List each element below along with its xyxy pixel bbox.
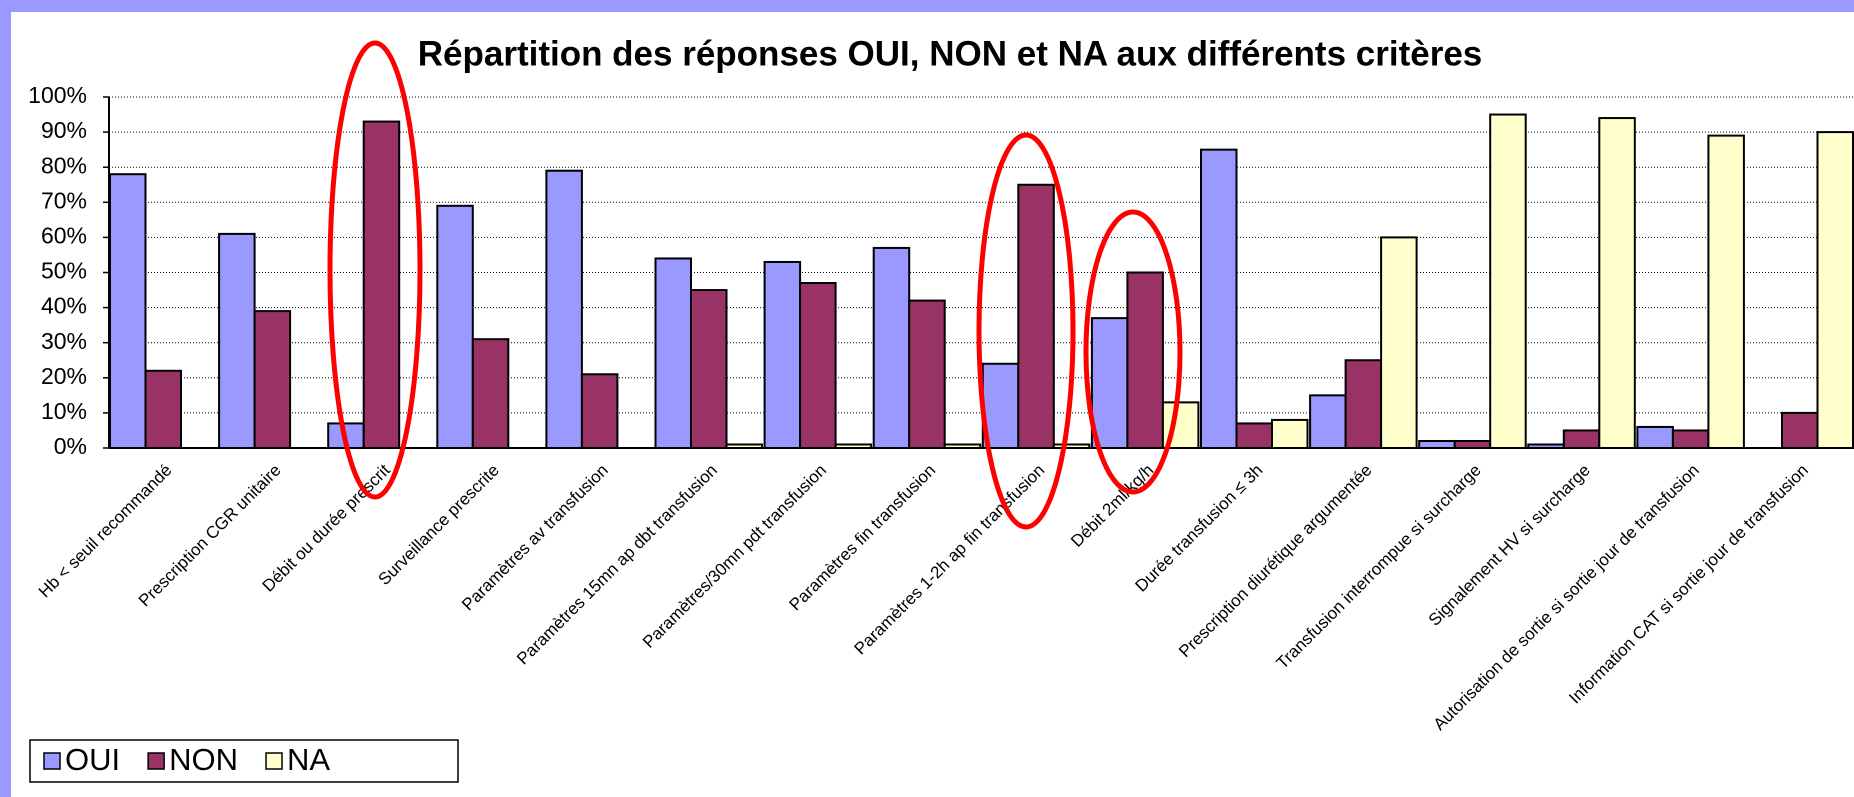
- y-tick-label: 50%: [41, 258, 87, 284]
- frame-top: [0, 0, 1854, 12]
- highlight-ellipse: [1083, 209, 1183, 495]
- y-tick-label: 30%: [41, 328, 87, 354]
- bar: [1418, 439, 1456, 450]
- bar: [1489, 113, 1527, 450]
- legend-box: [29, 739, 459, 783]
- legend-label: NON: [169, 742, 238, 777]
- y-tick-label: 60%: [41, 222, 87, 248]
- bar: [654, 257, 692, 449]
- bar: [1598, 117, 1636, 449]
- bar: [1200, 148, 1238, 449]
- bar: [1453, 439, 1492, 450]
- bar: [690, 289, 728, 449]
- y-tick-label: 20%: [41, 363, 87, 389]
- y-tick-label: 0%: [54, 433, 87, 459]
- bar: [1671, 429, 1710, 450]
- bar: [908, 299, 946, 449]
- y-tick-label: 70%: [41, 187, 87, 213]
- chart-title: Répartition des réponses OUI, NON et NA …: [418, 34, 1483, 73]
- legend-swatch: [265, 752, 283, 770]
- y-tick-label: 90%: [41, 117, 87, 143]
- bar: [545, 169, 583, 450]
- bar: [1271, 418, 1309, 450]
- frame-left: [0, 0, 11, 797]
- plot-area: 0%10%20%30%40%50%60%70%80%90%100%Hb < se…: [28, 82, 1854, 734]
- bar: [218, 232, 256, 449]
- bar: [1344, 359, 1383, 449]
- bar: [1017, 183, 1055, 449]
- highlight-ellipse: [976, 132, 1076, 530]
- bar: [1090, 317, 1129, 449]
- bar: [253, 310, 292, 449]
- x-tick-label: Paramètres 15mn ap dbt transfusion: [513, 461, 721, 669]
- x-tick-label: Transfusion interrompue si surcharge: [1273, 461, 1485, 673]
- x-tick-label: Prescription diurétique argumentée: [1175, 461, 1376, 662]
- bar: [1781, 411, 1819, 449]
- y-tick-label: 80%: [41, 152, 87, 178]
- highlight-ellipse: [327, 40, 423, 500]
- bar: [144, 369, 182, 449]
- x-tick-label: Paramètres 1-2h ap fin transfusion: [850, 461, 1048, 659]
- bar: [436, 204, 474, 449]
- annotations: [327, 40, 1183, 530]
- bar: [109, 173, 147, 449]
- x-tick-label: Information CAT si sortie jour de transf…: [1565, 461, 1812, 708]
- y-tick-label: 10%: [41, 398, 87, 424]
- bar: [799, 282, 837, 449]
- bar: [362, 120, 401, 449]
- bar: [1816, 131, 1854, 449]
- legend-label: OUI: [65, 742, 120, 777]
- bar: [763, 260, 802, 449]
- bar: [1707, 134, 1745, 450]
- legend-swatch: [43, 752, 61, 770]
- x-tick-label: Paramètres/30mn pdt transfusion: [639, 461, 830, 652]
- bar: [1562, 429, 1601, 450]
- bar: [981, 362, 1020, 450]
- bar: [580, 373, 619, 450]
- legend: OUI NON NA: [43, 742, 330, 777]
- y-tick-label: 40%: [41, 293, 87, 319]
- bar: [872, 246, 911, 449]
- legend-swatch: [147, 752, 165, 770]
- bar: [1126, 271, 1164, 449]
- legend-label: NA: [287, 742, 330, 777]
- bar: [1309, 394, 1347, 450]
- bar: [1636, 425, 1674, 450]
- bar: [471, 338, 510, 449]
- bar: [1235, 422, 1273, 449]
- y-tick-label: 100%: [28, 82, 87, 108]
- bar: [1380, 236, 1418, 449]
